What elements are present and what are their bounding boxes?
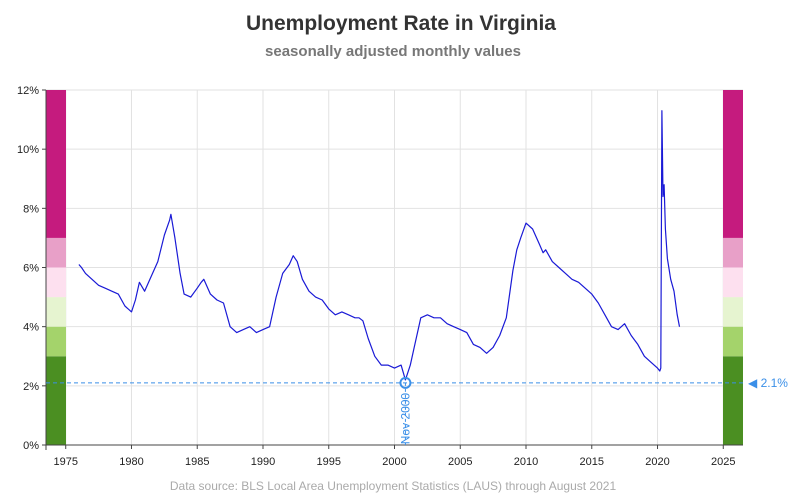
min-point-marker — [399, 376, 412, 389]
x-tick-label: 2025 — [711, 456, 735, 468]
series-line — [78, 110, 681, 381]
y-tick-label: 8% — [23, 203, 39, 215]
axes: 0% 2% 4% 6% 8% 10% 12% 1975 1980 1985 1990 1995 2000… — [17, 85, 743, 468]
x-tick-label: 1995 — [317, 456, 341, 468]
right-color-band — [723, 90, 743, 238]
x-tick-label: 2010 — [514, 456, 538, 468]
y-tick-label: 12% — [17, 85, 39, 97]
min-value-label: ◀ 2.1% — [748, 376, 788, 390]
y-tick-label: 6% — [23, 263, 39, 275]
right-color-band — [723, 267, 743, 298]
right-color-band — [723, 326, 743, 357]
left-color-band — [46, 90, 66, 238]
x-tick-label: 2005 — [448, 456, 472, 468]
chart-subtitle: seasonally adjusted monthly values — [265, 43, 521, 60]
min-date-label: Nov 2000 — [398, 393, 412, 445]
y-tick-label: 2% — [23, 381, 39, 393]
right-color-band — [723, 356, 743, 445]
x-tick-label: 2000 — [382, 456, 406, 468]
left-color-band — [46, 237, 66, 268]
x-tick-label: 2015 — [580, 456, 604, 468]
y-tick-label: 4% — [23, 322, 39, 334]
x-tick-label: 1980 — [119, 456, 143, 468]
y-tick-label: 10% — [17, 144, 39, 156]
min-marker-layer: Nov 2000 ◀ 2.1% — [46, 376, 788, 445]
x-tick-label: 2020 — [645, 456, 669, 468]
right-color-band — [723, 297, 743, 327]
left-color-band — [46, 356, 66, 445]
chart-title: Unemployment Rate in Virginia — [246, 12, 556, 35]
x-tick-label: 1990 — [251, 456, 275, 468]
x-tick-label: 1985 — [185, 456, 209, 468]
y-tick-label: 0% — [23, 440, 39, 452]
grid — [46, 89, 743, 446]
x-tick-label: 1975 — [53, 456, 77, 468]
source-note: Data source: BLS Local Area Unemployment… — [170, 479, 617, 493]
left-color-band — [46, 267, 66, 298]
left-color-band — [46, 326, 66, 357]
left-color-band — [46, 297, 66, 327]
series-layer — [78, 110, 681, 381]
right-color-band — [723, 237, 743, 268]
color-bands — [46, 90, 743, 445]
